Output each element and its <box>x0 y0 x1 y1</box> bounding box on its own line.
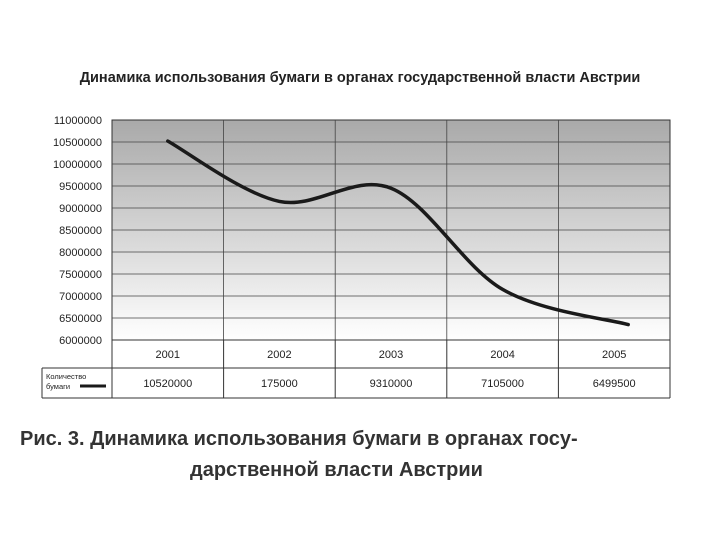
line-chart: 11000000 10500000 10000000 9500000 9000000 85… <box>41 115 671 399</box>
y-tick-label: 6000000 <box>59 335 102 347</box>
table-value: 7105000 <box>481 378 524 390</box>
table-value: 10520000 <box>143 378 192 390</box>
x-tick-label: 2003 <box>379 349 403 361</box>
table-value: 6499500 <box>593 378 636 390</box>
x-tick-label: 2001 <box>156 349 180 361</box>
x-tick-label: 2004 <box>490 349 514 361</box>
grid-lines <box>112 120 670 340</box>
y-tick-label: 10000000 <box>53 159 102 171</box>
y-tick-label: 6500000 <box>59 313 102 325</box>
caption-line-1: Рис. 3. Динамика использования бумаги в … <box>20 428 578 450</box>
chart-title: Динамика использования бумаги в органах … <box>79 70 641 86</box>
y-tick-label: 7000000 <box>59 291 102 303</box>
table-value: 9310000 <box>370 378 413 390</box>
y-tick-label: 8000000 <box>59 247 102 259</box>
y-tick-label: 9500000 <box>59 181 102 193</box>
table-row-label: Количество <box>46 372 86 381</box>
table-row-label: бумаги <box>46 382 70 391</box>
x-tick-label: 2002 <box>267 349 291 361</box>
y-tick-label: 11000000 <box>54 115 102 127</box>
data-table: 2001 10520000 2002 175000 2003 9310000 2004 710… <box>41 339 671 399</box>
series-line <box>166 139 630 327</box>
table-value: 175000 <box>261 378 298 390</box>
figure-caption: Рис. 3. Динамика использования бумаги в … <box>20 424 710 486</box>
y-axis-labels: 11000000 10500000 10000000 9500000 9000000 85… <box>53 115 102 347</box>
y-tick-label: 8500000 <box>59 225 102 237</box>
y-tick-label: 7500000 <box>59 269 102 281</box>
caption-line-2: дарственной власти Австрии <box>190 459 483 481</box>
y-tick-label: 10500000 <box>53 137 102 149</box>
x-tick-label: 2005 <box>602 349 626 361</box>
y-tick-label: 9000000 <box>59 203 102 215</box>
